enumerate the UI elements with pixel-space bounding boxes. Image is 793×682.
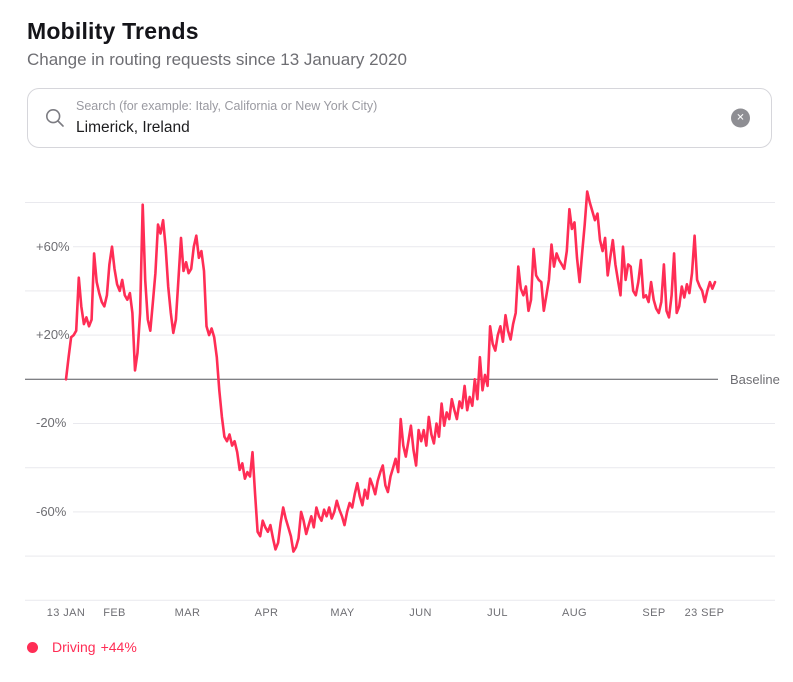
page-title: Mobility Trends (27, 18, 199, 44)
close-icon: ✕ (736, 112, 745, 123)
search-icon (45, 108, 65, 128)
x-tick-label: APR (254, 607, 279, 619)
y-tick-label: -20% (36, 415, 67, 431)
x-tick-label: SEP (642, 607, 666, 619)
x-tick-label: JUN (409, 607, 432, 619)
legend: Driving +44% (27, 639, 137, 655)
x-tick-label: MAR (174, 607, 201, 619)
x-tick-label: 13 JAN (46, 607, 86, 619)
y-tick-label: +60% (36, 238, 70, 254)
x-tick-label: 23 SEP (684, 607, 725, 619)
legend-series-value: +44% (100, 639, 137, 655)
y-tick-label: +20% (36, 327, 70, 343)
clear-search-button[interactable]: ✕ (731, 108, 750, 128)
search-placeholder: Search (for example: Italy, California o… (76, 99, 378, 113)
baseline-label: Baseline (730, 372, 780, 387)
y-tick-label: -60% (36, 503, 67, 519)
driving-line (64, 190, 717, 553)
search-field[interactable]: Search (for example: Italy, California o… (76, 98, 711, 139)
search-input-value[interactable]: Limerick, Ireland (76, 119, 190, 136)
page-subtitle: Change in routing requests since 13 Janu… (27, 50, 407, 69)
x-tick-label: AUG (561, 607, 588, 619)
x-tick-label: JUL (487, 607, 508, 619)
search-box[interactable]: Search (for example: Italy, California o… (27, 88, 772, 148)
x-tick-label: FEB (103, 607, 126, 619)
x-tick-label: MAY (330, 607, 355, 619)
legend-series-name: Driving (52, 639, 96, 655)
driving-series-dot (27, 641, 38, 653)
